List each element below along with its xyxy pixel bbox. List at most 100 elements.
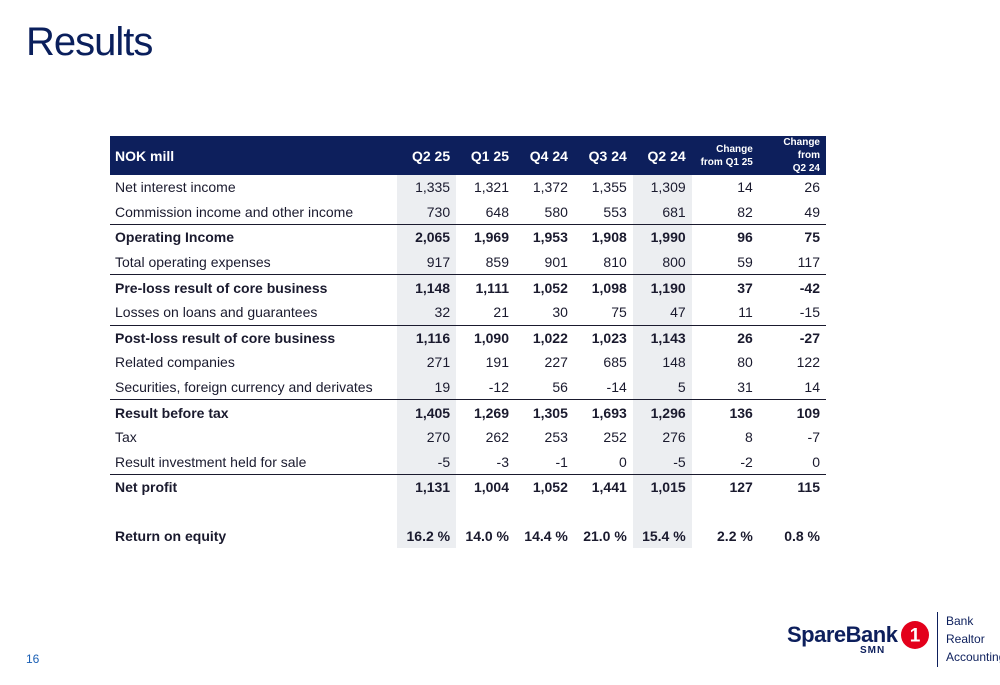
logo-sub: SMN [860,645,886,656]
cell-q3-24: 21.0 % [583,528,627,545]
cell-q2-25: 2,065 [397,224,457,250]
cell-q1-25: 21 [493,304,509,321]
row-label: Operating Income [110,224,398,250]
cell-q2-24: 276 [632,424,692,450]
cell-change-q1: 31 [737,379,753,396]
cell-change-q2: -42 [758,274,826,300]
cell-q3-24: 1,355 [591,179,627,196]
cell-q2-24: 1,309 [632,175,692,200]
cell-q1-25: 1,090 [456,324,515,351]
cell-change-q2: 122 [796,354,820,371]
cell-q2-25: 19 [397,374,457,400]
cell-q2-24: 15.4 % [632,523,692,549]
cell-q3-24: -14 [606,379,627,396]
header-change-q2-line1: Change from [783,137,820,161]
spacer-cell [110,500,397,524]
cell-q2-24: 148 [632,350,692,375]
cell-change-q1: 80 [737,354,753,371]
cell-q3-24: 252 [603,429,627,446]
cell-q1-25: 262 [485,429,509,446]
row-label: Related companies [115,354,235,371]
header-q3-24: Q3 24 [573,136,633,175]
table-row: Losses on loans and guarantees 32 21 30 … [110,299,826,326]
cell-q2-25: -5 [397,449,457,475]
row-label: Return on equity [115,528,227,545]
cell-change-q1: 26 [691,324,759,351]
logo-one-icon: 1 [901,621,929,649]
cell-change-q1: -2 [740,453,753,470]
table-row-total: Pre-loss result of core business 1,148 1… [110,274,826,300]
cell-q2-24: 1,990 [632,224,692,250]
row-label: Pre-loss result of core business [110,274,398,300]
header-label: NOK mill [110,136,398,175]
table-row: Result investment held for sale -5 -3 -1… [110,449,826,475]
cell-q2-25: 1,405 [397,399,457,425]
cell-change-q2: -15 [799,304,820,321]
table-spacer-row [110,499,826,524]
cell-change-q2: 0 [812,453,820,470]
header-change-q2: Change from Q2 24 [758,136,826,175]
cell-q4-24: 1,305 [515,399,574,425]
cell-q4-24: 580 [544,203,568,220]
row-label: Result before tax [110,399,398,425]
cell-q4-24: 1,953 [515,224,574,250]
logo-number: 1 [910,626,921,647]
row-label: Losses on loans and guarantees [115,304,318,321]
cell-q4-24: 30 [552,304,568,321]
header-q2-24: Q2 24 [632,136,692,175]
table-row: Related companies 271 191 227 685 148 80… [110,350,826,375]
cell-q2-24: 681 [632,199,692,225]
spacer-cell [574,500,633,524]
cell-q1-25: -12 [488,379,509,396]
cell-change-q1: 136 [691,399,759,425]
cell-change-q2: 0.8 % [784,528,820,545]
cell-change-q2: -27 [758,324,826,351]
cell-q3-24: 75 [611,304,627,321]
header-change-q2-line2: Q2 24 [792,163,820,174]
row-label: Total operating expenses [115,254,271,271]
cell-change-q1: 11 [738,304,753,321]
cell-q1-25: 1,321 [473,179,509,196]
cell-q2-24: 1,143 [632,324,692,351]
page-title: Results [26,20,153,64]
cell-change-q1: 2.2 % [717,528,753,545]
header-q2-25: Q2 25 [397,136,457,175]
cell-q4-24: 227 [544,354,568,371]
logo-line-bank: Bank [946,614,974,628]
cell-change-q1: 14 [737,179,753,196]
row-label: Post-loss result of core business [110,324,398,351]
cell-q4-24: 1,052 [515,474,574,500]
logo-wordmark: SpareBank [787,622,898,647]
cell-q2-24: 1,015 [632,474,692,500]
cell-change-q2: 115 [758,474,826,500]
cell-q4-24: 253 [544,429,568,446]
cell-change-q1: 127 [691,474,759,500]
row-label: Commission income and other income [115,203,354,220]
cell-q3-24: 1,441 [573,474,633,500]
spacer-cell [632,499,692,524]
cell-q2-25: 1,148 [397,274,457,300]
cell-q1-25: 14.0 % [465,528,509,545]
cell-q4-24: 1,372 [532,179,568,196]
spacer-cell [759,500,826,524]
cell-q4-24: 56 [552,379,568,396]
logo-divider [937,612,938,667]
header-change-q1: Change from Q1 25 [691,136,759,175]
cell-q1-25: 859 [485,254,509,271]
cell-q3-24: 0 [618,453,627,470]
cell-q3-24: 1,098 [573,274,633,300]
header-change-q1-line1: Change [716,143,753,155]
table-row-total: Net profit 1,131 1,004 1,052 1,441 1,015… [110,474,826,500]
table-row-total: Operating Income 2,065 1,969 1,953 1,908… [110,224,826,250]
cell-q4-24: 14.4 % [524,528,568,545]
cell-q2-25: 1,116 [397,324,457,351]
cell-q2-24: 5 [632,374,692,400]
cell-q1-25: 1,004 [456,474,515,500]
cell-q2-25: 271 [397,350,457,375]
cell-q1-25: 1,111 [456,274,515,300]
cell-q4-24: 1,052 [515,274,574,300]
table-row: Tax 270 262 253 252 276 8 -7 [110,424,826,450]
table-row-total: Post-loss result of core business 1,116 … [110,324,826,351]
cell-change-q2: 14 [804,379,820,396]
cell-q2-24: 1,190 [632,274,692,300]
